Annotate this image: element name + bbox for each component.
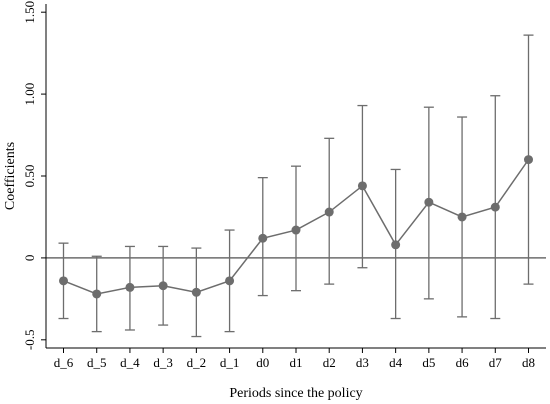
data-point	[59, 276, 68, 286]
data-point	[158, 281, 168, 291]
x-axis-title: Periods since the policy	[229, 386, 362, 401]
x-tick-label: d_4	[120, 355, 140, 370]
data-point	[291, 225, 301, 235]
data-point	[524, 155, 533, 165]
y-tick-label: -0.5	[22, 330, 37, 351]
y-axis-title: Coefficients	[3, 142, 18, 210]
data-point	[92, 289, 102, 299]
data-point	[457, 212, 467, 222]
data-point	[424, 197, 434, 207]
y-tick-label: 1.50	[22, 1, 37, 24]
x-tick-label: d6	[456, 355, 470, 370]
x-tick-label: d_1	[220, 355, 240, 370]
x-tick-label: d_3	[153, 355, 173, 370]
x-tick-label: d0	[256, 355, 269, 370]
data-point	[357, 181, 367, 191]
x-tick-label: d4	[389, 355, 403, 370]
x-axis: d_6 d_5 d_4 d_3 d_2 d_1 d0 d1 d2 d3 d4 d5 d6 d7 d8	[46, 347, 546, 370]
x-tick-label: d2	[323, 355, 336, 370]
data-point	[191, 287, 201, 297]
data-point	[125, 282, 135, 292]
data-point	[258, 233, 268, 243]
y-axis: -0.5 0 0.50 1.00 1.50	[22, 1, 47, 351]
x-tick-label: d_2	[187, 355, 207, 370]
x-tick-label: d3	[356, 355, 369, 370]
y-tick-label: 0	[22, 255, 37, 262]
x-tick-label: d8	[522, 355, 535, 370]
x-tick-label: d7	[489, 355, 503, 370]
data-point	[324, 207, 334, 217]
plot-area	[46, 34, 546, 338]
data-point	[225, 276, 235, 286]
data-point	[490, 202, 500, 212]
y-tick-label: 1.00	[22, 83, 37, 106]
y-tick-label: 0.50	[22, 165, 37, 188]
x-tick-label: d5	[422, 355, 435, 370]
x-tick-label: d_6	[54, 355, 74, 370]
data-point	[391, 240, 401, 250]
x-tick-label: d_5	[87, 355, 107, 370]
x-tick-label: d1	[290, 355, 303, 370]
